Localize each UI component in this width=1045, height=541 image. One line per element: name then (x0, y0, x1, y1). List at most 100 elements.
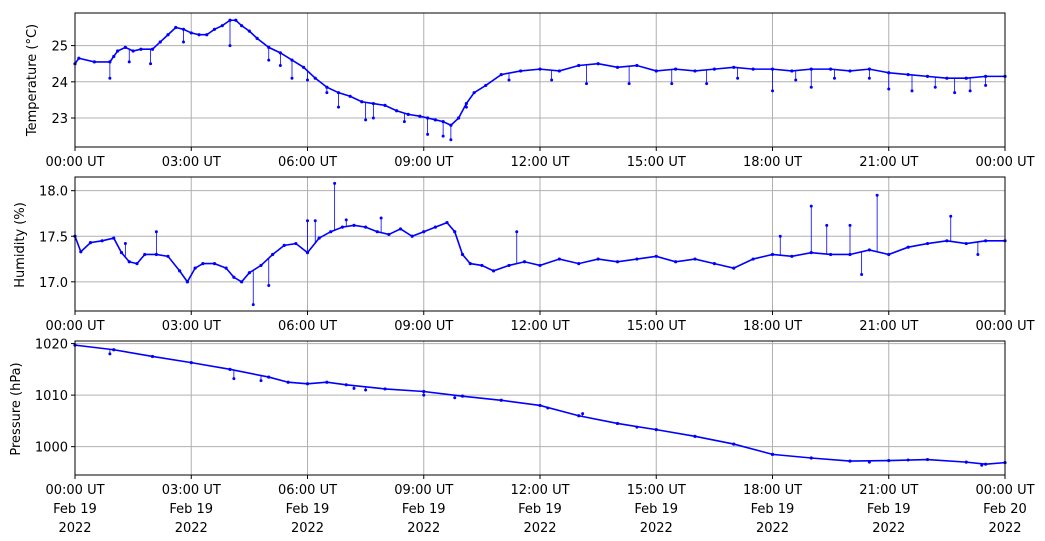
humidity-data-point (88, 241, 93, 245)
temperature-data-point (964, 76, 968, 80)
x-tick-label: 18:00 UT (743, 155, 802, 170)
temperature-spike-point (627, 82, 631, 86)
humidity-data-point (240, 280, 244, 284)
temperature-spike-point (585, 82, 588, 86)
humidity-spike-point (809, 204, 813, 208)
humidity-data-point (135, 261, 139, 266)
x-tick-label: 21:00 UT (859, 483, 918, 498)
x-tick-label: 15:00 UT (627, 319, 686, 334)
pressure-spike-point (259, 379, 263, 383)
pressure-data-point (925, 457, 930, 462)
pressure-data-point (615, 421, 620, 426)
humidity-spike-point (251, 303, 255, 307)
temperature-spike-point (267, 58, 271, 62)
y-tick-label: 17.5 (39, 230, 68, 245)
humidity-data-point (340, 225, 344, 229)
pressure-spike-point (546, 406, 550, 410)
x-tick-label: 03:00 UT (162, 155, 221, 170)
pressure-data-point (267, 375, 271, 379)
temperature-data-point (635, 63, 639, 68)
temperature-data-point (189, 31, 193, 35)
x-tick-label: 21:00 UT (859, 155, 918, 170)
x-tick-label: Feb 19 (518, 502, 562, 517)
pressure-ylabel: Pressure (hPa) (9, 362, 24, 455)
humidity-data-point (178, 269, 182, 273)
pressure-spike-point (581, 412, 585, 416)
humidity-spike-point (976, 252, 980, 256)
x-tick-label: 06:00 UT (278, 155, 337, 170)
humidity-data-point (185, 280, 189, 284)
pressure-data-point (383, 387, 387, 391)
x-tick-label: Feb 19 (53, 502, 97, 517)
temperature-spike-point (809, 85, 813, 89)
temperature-data-point (538, 67, 542, 71)
temperature-data-point (131, 49, 135, 53)
x-tick-label: 15:00 UT (627, 155, 686, 170)
x-tick-label: 15:00 UT (627, 483, 686, 498)
humidity-data-point (577, 261, 581, 266)
humidity-data-point (491, 269, 496, 273)
x-tick-label: 2022 (756, 521, 789, 536)
pressure-data-point (964, 460, 968, 464)
humidity-panel: Humidity (%) 17.0 17.5 18.0 00:00 UT 03:00 U… (13, 176, 1035, 334)
temperature-spike-point (910, 89, 914, 93)
temperature-data-point (906, 72, 910, 77)
humidity-data-point (410, 234, 414, 238)
temperature-spike-point (228, 44, 232, 48)
temperature-data-point (205, 33, 209, 37)
humidity-data-point (522, 260, 527, 264)
temperature-spike-point (550, 78, 554, 82)
humidity-data-point (329, 230, 333, 234)
pressure-spike-point (422, 393, 426, 397)
pressure-spike-point (635, 425, 639, 429)
humidity-data-point (596, 257, 600, 261)
humidity-spike-point (333, 181, 337, 185)
humidity-data-point (79, 250, 83, 254)
pressure-data-point (286, 380, 290, 384)
x-tick-label: Feb 20 (983, 502, 1027, 517)
pressure-data-point (344, 383, 348, 387)
temperature-data-point (577, 63, 581, 68)
temperature-data-point (112, 54, 116, 59)
temperature-data-point (484, 83, 488, 88)
pressure-data-point (577, 414, 581, 418)
humidity-data-point (964, 241, 968, 246)
pressure-spike-point (867, 460, 871, 464)
humidity-spike-point (515, 230, 519, 234)
temperature-data-point (674, 67, 678, 71)
humidity-data-point (294, 241, 298, 246)
temperature-spike-point (182, 40, 185, 44)
humidity-data-point (468, 261, 472, 266)
humidity-data-point (867, 248, 871, 252)
humidity-spike-point (949, 214, 953, 218)
humidity-data-point (557, 257, 561, 261)
temperature-data-point (596, 62, 600, 66)
humidity-spike-point (848, 223, 852, 227)
humidity-data-point (212, 261, 217, 266)
humidity-spike-point (306, 219, 309, 223)
temperature-data-point (383, 103, 387, 107)
x-tick-label: 18:00 UT (743, 483, 802, 498)
pressure-panel: Pressure (hPa) 1000 1010 1020 00:00 UT Feb 1… (9, 338, 1035, 536)
temperature-spike-point (402, 120, 406, 124)
temperature-data-point (472, 91, 476, 95)
temperature-data-point (519, 69, 523, 73)
humidity-spike-point (313, 219, 317, 223)
temperature-data-point (751, 67, 755, 71)
temperature-panel: Temperature (°C) 23 24 25 00:00 UT 03:00 UT 0… (25, 12, 1035, 170)
temperature-data-point (166, 33, 170, 37)
pressure-data-point (732, 442, 736, 446)
pressure-data-point (150, 354, 155, 359)
pressure-spike-point (453, 396, 457, 400)
x-tick-label: 00:00 UT (975, 483, 1034, 498)
humidity-data-point (984, 239, 988, 243)
humidity-spike-point (344, 218, 348, 222)
y-tick-label: 1010 (35, 389, 68, 404)
x-tick-label: 18:00 UT (743, 319, 802, 334)
x-tick-label: Feb 19 (751, 502, 795, 517)
temperature-data-point (197, 33, 201, 37)
temperature-spike-point (441, 134, 445, 138)
humidity-data-point (398, 227, 403, 231)
humidity-data-point (693, 257, 697, 261)
